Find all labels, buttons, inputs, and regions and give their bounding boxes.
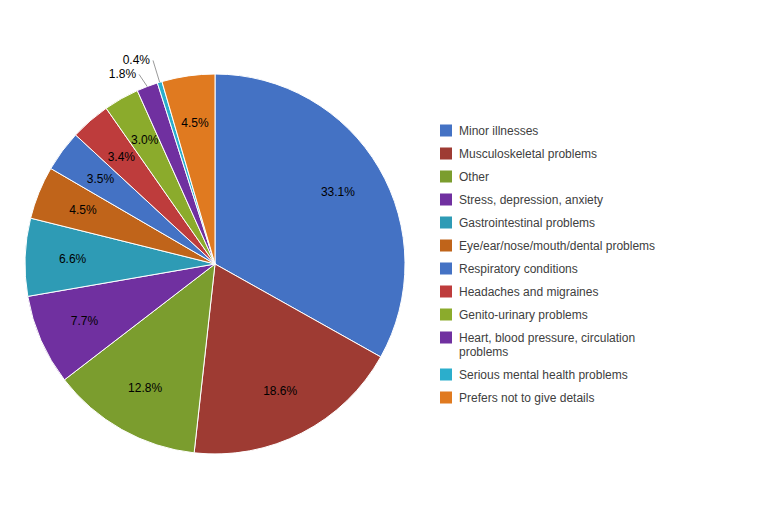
legend-label: Heart, blood pressure, circulationproble… — [459, 331, 635, 359]
legend-label: Stress, depression, anxiety — [459, 193, 603, 207]
leader-line — [139, 74, 147, 86]
data-label: 12.8% — [128, 381, 162, 395]
legend-swatch — [440, 332, 452, 344]
legend-swatch — [440, 148, 452, 160]
legend-item: Other — [440, 170, 489, 184]
legend-swatch — [440, 309, 452, 321]
legend-label: Musculoskeletal problems — [459, 147, 597, 161]
legend-label: Minor illnesses — [459, 124, 538, 138]
legend-item: Musculoskeletal problems — [440, 147, 597, 161]
legend-swatch — [440, 369, 452, 381]
legend-label-line: Headaches and migraines — [459, 285, 598, 299]
data-label: 3.4% — [108, 150, 136, 164]
legend-label: Gastrointestinal problems — [459, 216, 595, 230]
legend-label: Respiratory conditions — [459, 262, 578, 276]
legend-label: Serious mental health problems — [459, 368, 628, 382]
legend-item: Serious mental health problems — [440, 368, 628, 382]
data-label: 4.5% — [69, 203, 97, 217]
pie-slice — [194, 264, 381, 454]
legend-label-line: problems — [459, 345, 508, 359]
legend-item: Stress, depression, anxiety — [440, 193, 603, 207]
legend-swatch — [440, 125, 452, 137]
data-label: 33.1% — [321, 185, 355, 199]
legend-swatch — [440, 171, 452, 183]
background — [0, 0, 768, 528]
chart-svg: 33.1% 18.6% 12.8% 7.7% 6.6% 4.5% 3.5% 3.4% 3.0% 4… — [0, 0, 768, 528]
pie-slice — [162, 74, 215, 264]
legend-label-line: Gastrointestinal problems — [459, 216, 595, 230]
legend-swatch — [440, 286, 452, 298]
legend-label-line: Other — [459, 170, 489, 184]
legend-label-line: Genito-urinary problems — [459, 308, 588, 322]
data-label: 7.7% — [71, 314, 99, 328]
legend-item: Genito-urinary problems — [440, 308, 588, 322]
data-label: 6.6% — [59, 252, 87, 266]
data-label: 1.8% — [109, 67, 137, 81]
legend-label: Other — [459, 170, 489, 184]
data-label: 4.5% — [181, 116, 209, 130]
legend: Minor illnesses Musculoskeletal problems O… — [440, 124, 655, 405]
legend-item: Minor illnesses — [440, 124, 538, 138]
legend-label-line: Stress, depression, anxiety — [459, 193, 603, 207]
data-label: 18.6% — [263, 384, 297, 398]
slices — [25, 74, 405, 454]
legend-label-line: Eye/ear/nose/mouth/dental problems — [459, 239, 655, 253]
legend-item: Prefers not to give details — [440, 391, 594, 405]
legend-item: Eye/ear/nose/mouth/dental problems — [440, 239, 655, 253]
legend-label: Prefers not to give details — [459, 391, 594, 405]
data-label: 3.5% — [87, 172, 115, 186]
legend-label-line: Heart, blood pressure, circulation — [459, 331, 635, 345]
data-label: 3.0% — [131, 133, 159, 147]
legend-item: Gastrointestinal problems — [440, 216, 595, 230]
legend-item: Respiratory conditions — [440, 262, 578, 276]
legend-label-line: Prefers not to give details — [459, 391, 594, 405]
legend-swatch — [440, 194, 452, 206]
legend-label: Genito-urinary problems — [459, 308, 588, 322]
page: {"chart_data": { "type": "pie", "categor… — [0, 0, 768, 528]
legend-swatch — [440, 217, 452, 229]
legend-swatch — [440, 392, 452, 404]
chart-container: 33.1% 18.6% 12.8% 7.7% 6.6% 4.5% 3.5% 3.4% 3.0% 4… — [0, 0, 768, 528]
legend-swatch — [440, 240, 452, 252]
data-label: 0.4% — [123, 53, 151, 67]
legend-label-line: Musculoskeletal problems — [459, 147, 597, 161]
legend-label: Eye/ear/nose/mouth/dental problems — [459, 239, 655, 253]
legend-label: Headaches and migraines — [459, 285, 598, 299]
legend-swatch — [440, 263, 452, 275]
legend-item: Heart, blood pressure, circulationproble… — [440, 331, 635, 359]
legend-item: Headaches and migraines — [440, 285, 598, 299]
legend-label-line: Respiratory conditions — [459, 262, 578, 276]
legend-label-line: Serious mental health problems — [459, 368, 628, 382]
data-labels: 33.1% 18.6% 12.8% 7.7% 6.6% 4.5% 3.5% 3.4% 3.0% 4… — [59, 53, 355, 397]
leader-line — [153, 60, 160, 82]
legend-label-line: Minor illnesses — [459, 124, 538, 138]
